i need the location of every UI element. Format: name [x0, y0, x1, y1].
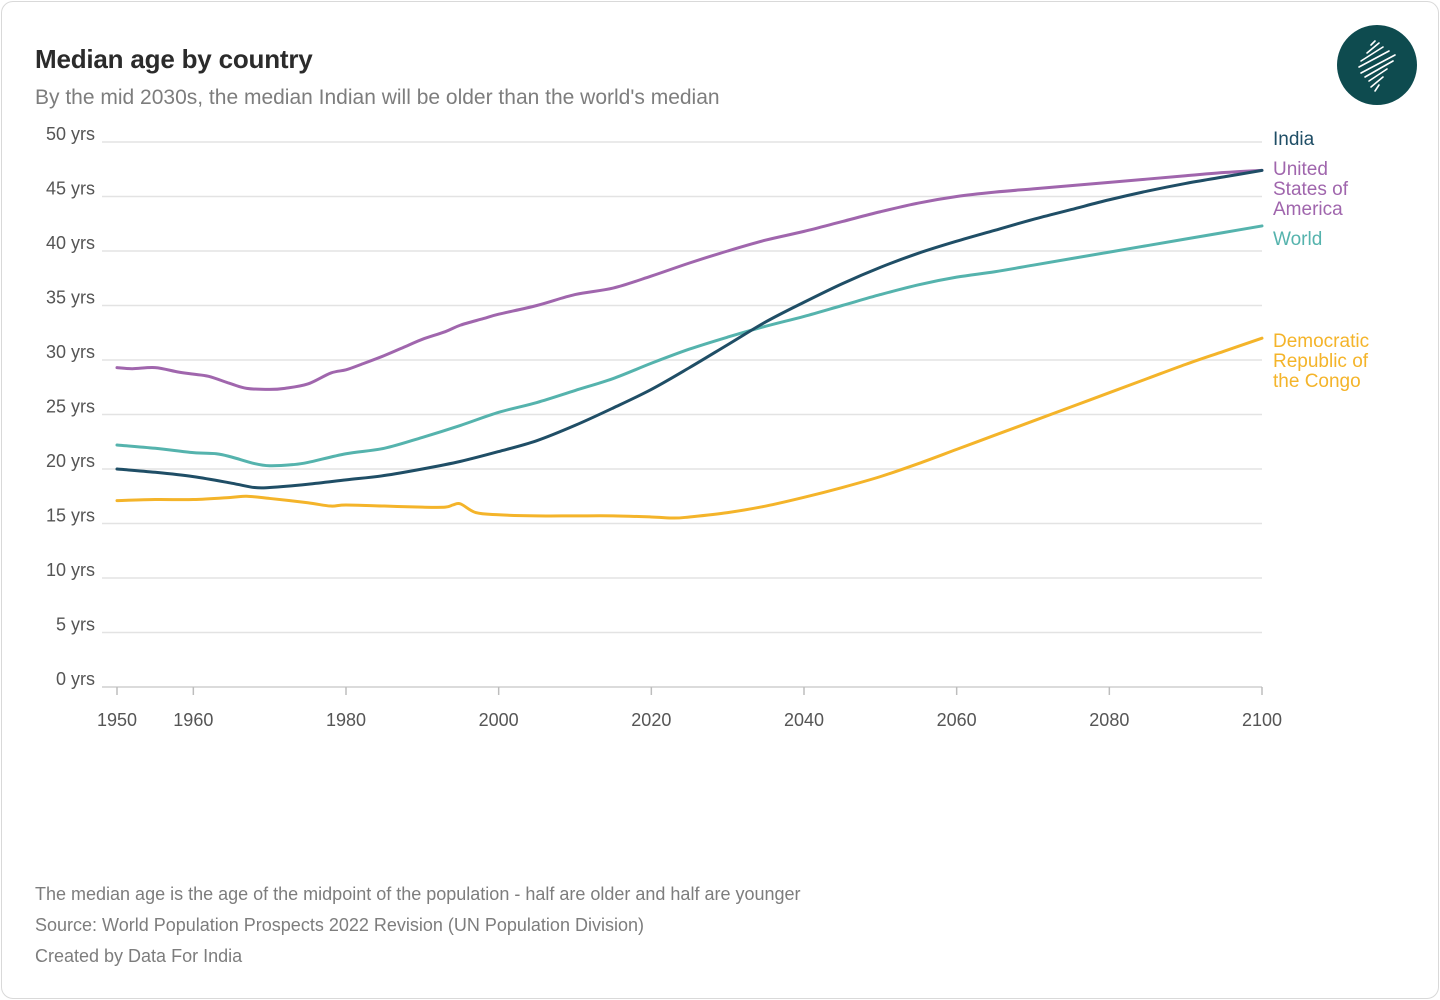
x-tick-label-2100: 2100 [1242, 710, 1282, 730]
y-tick-label-5: 5 yrs [56, 615, 95, 635]
x-tick-label-2040: 2040 [784, 710, 824, 730]
y-tick-label-10: 10 yrs [46, 560, 95, 580]
y-tick-label-35: 35 yrs [46, 288, 95, 308]
series-label-india: India [1273, 129, 1315, 150]
y-tick-label-45: 45 yrs [46, 179, 95, 199]
chart-notes: The median age is the age of the midpoin… [35, 879, 801, 972]
y-tick-label-50: 50 yrs [46, 124, 95, 144]
series-line-usa [115, 168, 1264, 391]
india-map-logo-icon [1337, 25, 1417, 105]
series-line-india [115, 168, 1264, 490]
x-tick-label-1980: 1980 [326, 710, 366, 730]
y-tick-label-15: 15 yrs [46, 506, 95, 526]
note-credit: Created by Data For India [35, 946, 243, 966]
x-tick-label-2000: 2000 [479, 710, 519, 730]
series-label-usa: United States of America [1273, 159, 1349, 220]
series-line-world [115, 224, 1264, 468]
x-tick-label-2020: 2020 [631, 710, 671, 730]
series-label-world: World [1273, 229, 1322, 250]
y-tick-label-30: 30 yrs [46, 342, 95, 362]
y-tick-label-25: 25 yrs [46, 397, 95, 417]
series-line-drc [115, 336, 1264, 520]
note-definition: The median age is the age of the midpoin… [35, 884, 801, 904]
chart-title: Median age by country [35, 44, 313, 74]
x-tick-label-2080: 2080 [1089, 710, 1129, 730]
y-tick-label-0: 0 yrs [56, 669, 95, 689]
chart-subtitle: By the mid 2030s, the median Indian will… [35, 86, 720, 109]
line-chart: 0 yrs 5 yrs 10 yrs 15 yrs 20 yrs 25 yrs 30 yrs… [46, 124, 1369, 730]
x-tick-label-1960: 1960 [173, 710, 213, 730]
x-tick-label-1950: 1950 [97, 710, 137, 730]
series-label-drc: Democratic Republic of the Congo [1273, 331, 1369, 392]
y-tick-label-40: 40 yrs [46, 233, 95, 253]
y-tick-label-20: 20 yrs [46, 451, 95, 471]
x-tick-label-2060: 2060 [937, 710, 977, 730]
note-source: Source: World Population Prospects 2022 … [35, 915, 644, 935]
